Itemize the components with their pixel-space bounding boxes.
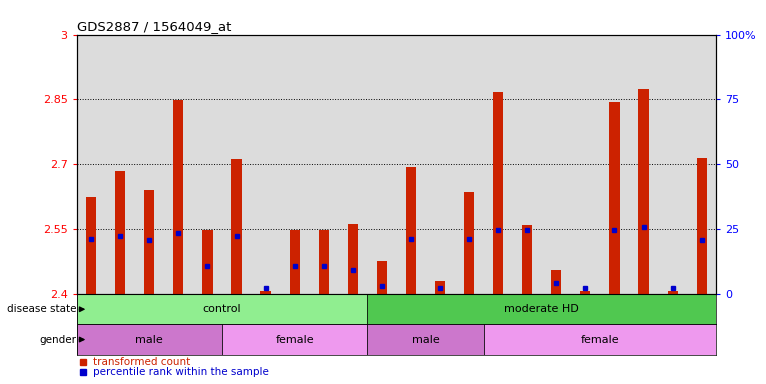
Bar [454, 35, 483, 294]
Bar [377, 261, 387, 294]
Text: disease state: disease state [7, 304, 77, 314]
Bar [106, 35, 135, 294]
Bar [202, 230, 212, 294]
Bar [368, 294, 716, 324]
Bar [406, 167, 416, 294]
Bar [512, 35, 542, 294]
Bar [193, 35, 222, 294]
Bar [542, 35, 571, 294]
Bar [280, 35, 309, 294]
Bar [368, 35, 397, 294]
Text: percentile rank within the sample: percentile rank within the sample [93, 367, 268, 377]
Bar [77, 324, 222, 355]
Bar [144, 190, 155, 294]
Bar [397, 35, 425, 294]
Bar [319, 230, 329, 294]
Bar [251, 35, 280, 294]
Bar [164, 35, 193, 294]
Text: male: male [411, 334, 440, 344]
Bar [368, 324, 483, 355]
Bar [290, 230, 300, 294]
Bar [260, 291, 270, 294]
Bar [696, 158, 707, 294]
Bar [115, 171, 126, 294]
Bar [309, 35, 339, 294]
Text: gender: gender [40, 334, 77, 344]
Bar [135, 35, 164, 294]
Bar [483, 324, 716, 355]
Bar [493, 92, 503, 294]
Bar [610, 102, 620, 294]
Bar [483, 35, 512, 294]
Bar [581, 291, 591, 294]
Bar [348, 224, 358, 294]
Bar [552, 270, 561, 294]
Bar [86, 197, 97, 294]
Bar [77, 294, 368, 324]
Bar [629, 35, 658, 294]
Bar [435, 281, 445, 294]
Bar [522, 225, 532, 294]
Bar [600, 35, 629, 294]
Bar [638, 89, 649, 294]
Bar [77, 35, 106, 294]
Bar [425, 35, 454, 294]
Text: transformed count: transformed count [93, 357, 190, 367]
Bar [667, 291, 678, 294]
Bar [222, 324, 368, 355]
Bar [571, 35, 600, 294]
Text: male: male [136, 334, 163, 344]
Bar [231, 159, 241, 294]
Bar [464, 192, 474, 294]
Bar [687, 35, 716, 294]
Bar [222, 35, 251, 294]
Text: female: female [275, 334, 314, 344]
Text: GDS2887 / 1564049_at: GDS2887 / 1564049_at [77, 20, 231, 33]
Text: control: control [203, 304, 241, 314]
Text: female: female [581, 334, 619, 344]
Bar [173, 100, 183, 294]
Bar [339, 35, 368, 294]
Bar [658, 35, 687, 294]
Text: moderate HD: moderate HD [504, 304, 579, 314]
